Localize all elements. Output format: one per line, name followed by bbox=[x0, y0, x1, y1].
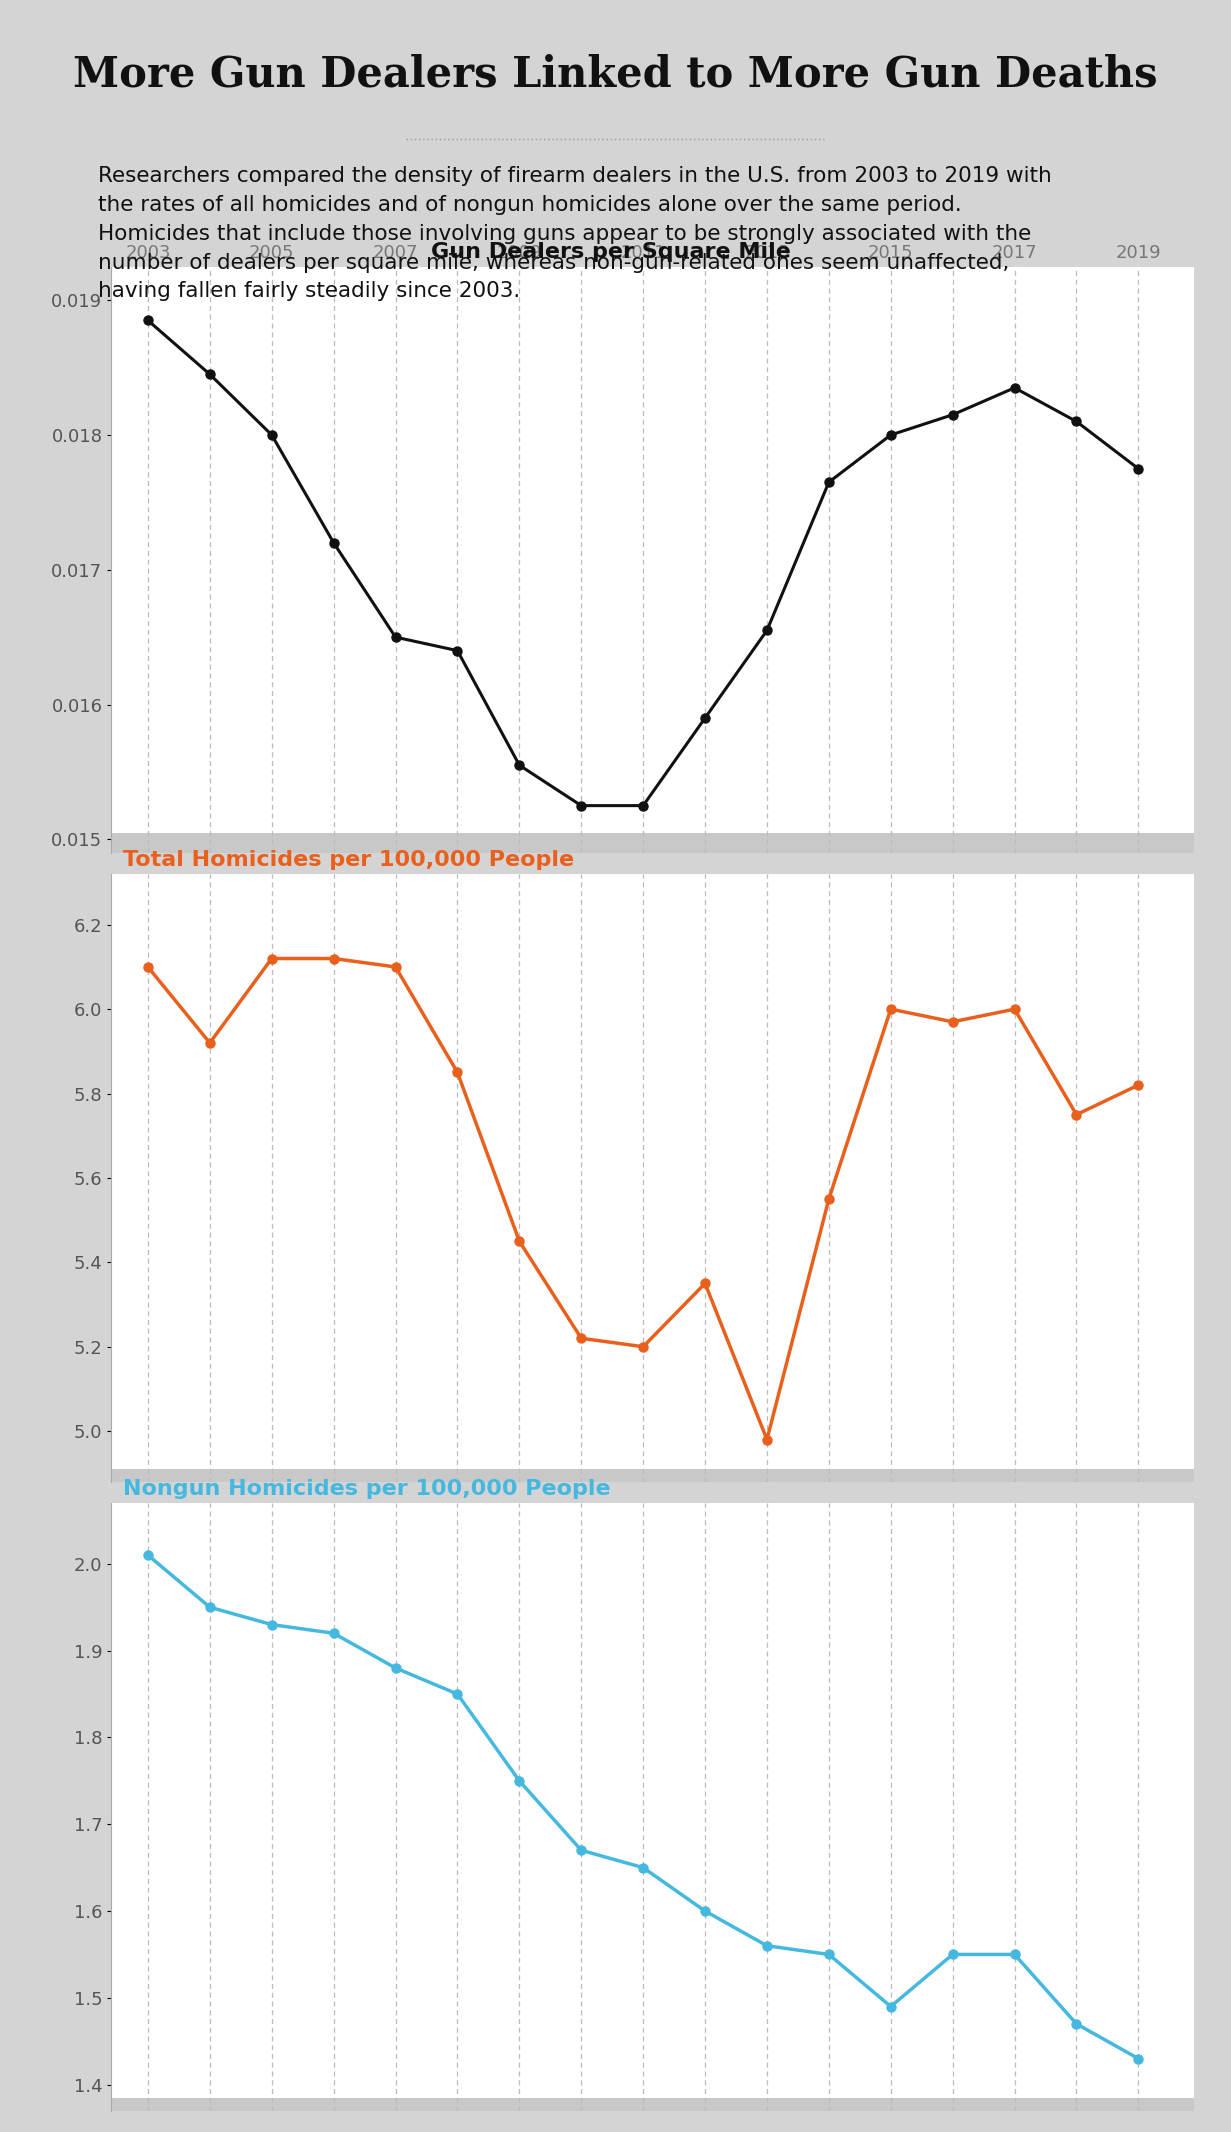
Bar bbox=[111, 834, 1194, 853]
Text: Nongun Homicides per 100,000 People: Nongun Homicides per 100,000 People bbox=[123, 1480, 611, 1499]
Text: Researchers compared the density of firearm dealers in the U.S. from 2003 to 201: Researchers compared the density of fire… bbox=[98, 166, 1053, 301]
Bar bbox=[111, 2098, 1194, 2111]
Text: Gun Dealers per Square Mile: Gun Dealers per Square Mile bbox=[431, 243, 790, 262]
Bar bbox=[111, 1469, 1194, 1482]
Text: Total Homicides per 100,000 People: Total Homicides per 100,000 People bbox=[123, 851, 574, 870]
Text: More Gun Dealers Linked to More Gun Deaths: More Gun Dealers Linked to More Gun Deat… bbox=[73, 53, 1158, 96]
